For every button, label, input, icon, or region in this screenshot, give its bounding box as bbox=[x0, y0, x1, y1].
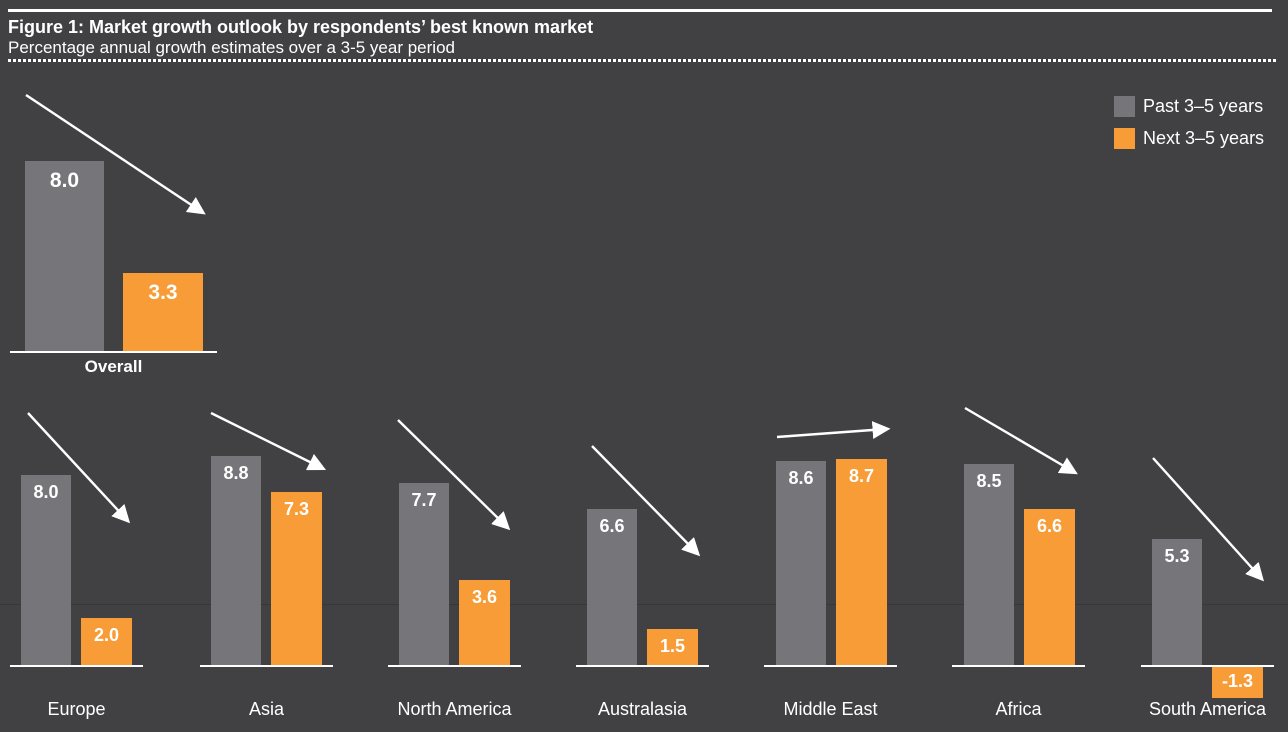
bar-value-past-australasia: 6.6 bbox=[599, 516, 625, 536]
chart-australasia: 6.6 1.5 Australasia bbox=[576, 0, 709, 732]
bar-next-europe: 2.0 bbox=[81, 618, 132, 665]
legend: Past 3–5 years Next 3–5 years bbox=[1114, 96, 1264, 160]
bar-value-next-middle-east: 8.7 bbox=[848, 466, 875, 486]
bar-value-next-asia: 7.3 bbox=[283, 499, 310, 519]
bar-past-africa: 8.5 bbox=[964, 464, 1014, 665]
bar-next-africa: 6.6 bbox=[1024, 509, 1075, 665]
chart-label-north-america: North America bbox=[397, 699, 512, 719]
bar-value-past-asia: 8.8 bbox=[223, 463, 249, 483]
bar-next-middle-east: 8.7 bbox=[836, 459, 887, 665]
chart-label-overall: Overall bbox=[84, 357, 143, 376]
bar-next-overall: 3.3 bbox=[123, 273, 203, 351]
bar-value-past-middle-east: 8.6 bbox=[788, 468, 814, 488]
legend-swatch-next bbox=[1114, 128, 1135, 149]
baseline-middle-east bbox=[764, 665, 897, 667]
figure-title: Figure 1: Market growth outlook by respo… bbox=[8, 17, 594, 37]
legend-swatch-past bbox=[1114, 96, 1135, 117]
bar-value-next-overall: 3.3 bbox=[148, 281, 178, 304]
bar-next-north-america: 3.6 bbox=[459, 580, 510, 665]
chart-asia: 8.8 7.3 Asia bbox=[200, 0, 333, 732]
bar-value-past-south-america: 5.3 bbox=[1164, 546, 1190, 566]
bar-value-next-europe: 2.0 bbox=[93, 625, 120, 645]
baseline-africa bbox=[952, 665, 1085, 667]
top-rule-line bbox=[8, 9, 1272, 12]
legend-item-past: Past 3–5 years bbox=[1114, 96, 1264, 117]
bar-past-asia: 8.8 bbox=[211, 456, 261, 665]
legend-item-next: Next 3–5 years bbox=[1114, 128, 1264, 149]
chart-north-america: 7.7 3.6 North America bbox=[388, 0, 521, 732]
chart-europe: 8.0 2.0 Europe bbox=[10, 0, 143, 732]
figure-subtitle: Percentage annual growth estimates over … bbox=[8, 38, 455, 57]
bar-past-north-america: 7.7 bbox=[399, 483, 449, 665]
bar-value-past-north-america: 7.7 bbox=[411, 490, 437, 510]
bar-next-south-america: -1.3 bbox=[1212, 667, 1263, 698]
baseline-north-america bbox=[388, 665, 521, 667]
chart-label-africa: Africa bbox=[995, 699, 1042, 719]
bar-next-australasia: 1.5 bbox=[647, 629, 698, 665]
bar-past-europe: 8.0 bbox=[21, 475, 71, 665]
baseline-overall bbox=[10, 351, 217, 353]
dotted-rule-line bbox=[8, 59, 1276, 62]
bar-value-next-north-america: 3.6 bbox=[471, 587, 498, 607]
legend-label-next: Next 3–5 years bbox=[1143, 128, 1265, 148]
chart-label-south-america: South America bbox=[1148, 699, 1267, 719]
chart-label-middle-east: Middle East bbox=[783, 699, 878, 719]
baseline-australasia bbox=[576, 665, 709, 667]
bar-value-next-africa: 6.6 bbox=[1036, 516, 1063, 536]
baseline-asia bbox=[200, 665, 333, 667]
bar-value-past-europe: 8.0 bbox=[33, 482, 59, 502]
chart-label-europe: Europe bbox=[47, 699, 106, 719]
chart-africa: 8.5 6.6 Africa bbox=[952, 0, 1085, 732]
bar-past-australasia: 6.6 bbox=[587, 509, 637, 665]
bar-next-asia: 7.3 bbox=[271, 492, 322, 665]
faint-divider-line bbox=[0, 604, 1288, 605]
bar-past-middle-east: 8.6 bbox=[776, 461, 826, 665]
chart-label-asia: Asia bbox=[248, 699, 284, 719]
chart-label-australasia: Australasia bbox=[597, 699, 688, 719]
legend-label-past: Past 3–5 years bbox=[1143, 96, 1264, 116]
bar-value-past-africa: 8.5 bbox=[976, 471, 1002, 491]
chart-south-america: 5.3 -1.3 South America bbox=[1141, 0, 1274, 732]
chart-middle-east: 8.6 8.7 Middle East bbox=[764, 0, 897, 732]
baseline-south-america bbox=[1141, 665, 1274, 667]
bar-value-next-south-america: -1.3 bbox=[1221, 671, 1254, 691]
bar-past-south-america: 5.3 bbox=[1152, 539, 1202, 665]
bar-value-next-australasia: 1.5 bbox=[659, 636, 686, 656]
baseline-europe bbox=[10, 665, 143, 667]
